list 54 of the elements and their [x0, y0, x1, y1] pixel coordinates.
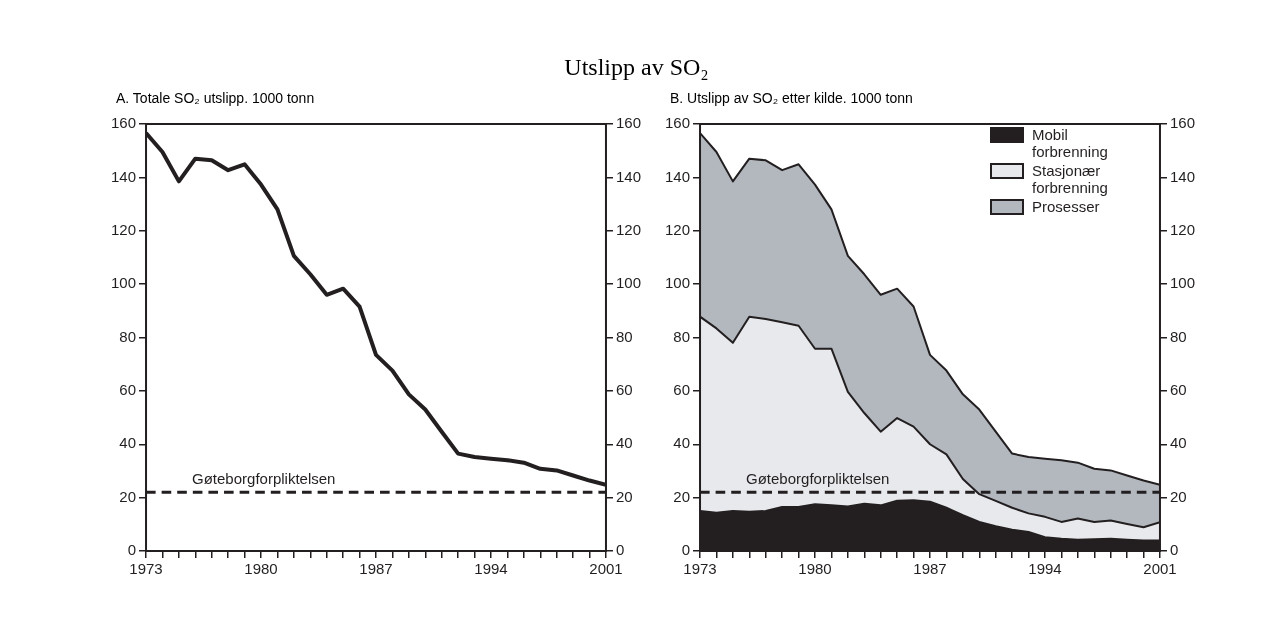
- legend-label: Mobil forbrenning: [1032, 126, 1109, 160]
- y2-tick-label: 20: [615, 487, 633, 505]
- x-tick-label: 1980: [244, 560, 278, 578]
- x-tick-label: 1973: [129, 560, 163, 578]
- y2-tick-label: 20: [1169, 487, 1187, 505]
- y2-tick-label: 100: [615, 274, 641, 292]
- y-tick-label: 20: [673, 487, 691, 505]
- y-tick-label: 160: [665, 114, 691, 132]
- y-tick-label: 0: [127, 541, 137, 559]
- y2-tick-label: 120: [615, 220, 641, 238]
- y-tick-label: 60: [119, 381, 137, 399]
- y2-tick-label: 100: [1169, 274, 1195, 292]
- ref-line-label: Gøteborgforpliktelsen: [192, 469, 336, 487]
- y-tick-label: 40: [119, 434, 137, 452]
- y-tick-label: 160: [111, 114, 137, 132]
- y2-tick-label: 160: [615, 114, 641, 132]
- y-tick-label: 120: [111, 220, 137, 238]
- ref-line-label: Gøteborgforpliktelsen: [746, 469, 890, 487]
- y-tick-label: 0: [681, 541, 691, 559]
- y2-tick-label: 80: [615, 327, 633, 345]
- y-tick-label: 140: [665, 167, 691, 185]
- y2-tick-label: 60: [615, 381, 633, 399]
- x-tick-label: 2001: [589, 560, 623, 578]
- y-tick-label: 60: [673, 381, 691, 399]
- y2-tick-label: 160: [1169, 114, 1195, 132]
- y2-tick-label: 0: [1169, 541, 1179, 559]
- y-tick-label: 40: [673, 434, 691, 452]
- x-tick-label: 1994: [474, 560, 508, 578]
- y-tick-label: 80: [673, 327, 691, 345]
- x-tick-label: 1987: [359, 560, 393, 578]
- y2-tick-label: 140: [615, 167, 641, 185]
- x-tick-label: 1973: [683, 560, 717, 578]
- y-tick-label: 120: [665, 220, 691, 238]
- y2-tick-label: 40: [615, 434, 633, 452]
- y2-tick-label: 140: [1169, 167, 1195, 185]
- x-tick-label: 1987: [913, 560, 947, 578]
- legend-label: Prosesser: [1032, 198, 1101, 215]
- y-tick-label: 80: [119, 327, 137, 345]
- y2-tick-label: 120: [1169, 220, 1195, 238]
- x-tick-label: 1994: [1028, 560, 1062, 578]
- y-tick-label: 140: [111, 167, 137, 185]
- chart-subtitle: A. Totale SO₂ utslipp. 1000 tonn: [116, 90, 316, 108]
- chart-title: Utslipp av SO₂: [563, 53, 710, 82]
- y2-tick-label: 60: [1169, 381, 1187, 399]
- chart-subtitle: B. Utslipp av SO₂ etter kilde. 1000 tonn: [670, 90, 914, 108]
- y-tick-label: 100: [665, 274, 691, 292]
- x-tick-label: 2001: [1143, 560, 1177, 578]
- legend-label: Stasjonær forbrenning: [1032, 162, 1109, 196]
- x-tick-label: 1980: [798, 560, 832, 578]
- y2-tick-label: 80: [1169, 327, 1187, 345]
- y2-tick-label: 40: [1169, 434, 1187, 452]
- y2-tick-label: 0: [615, 541, 625, 559]
- y-tick-label: 20: [119, 487, 137, 505]
- y-tick-label: 100: [111, 274, 137, 292]
